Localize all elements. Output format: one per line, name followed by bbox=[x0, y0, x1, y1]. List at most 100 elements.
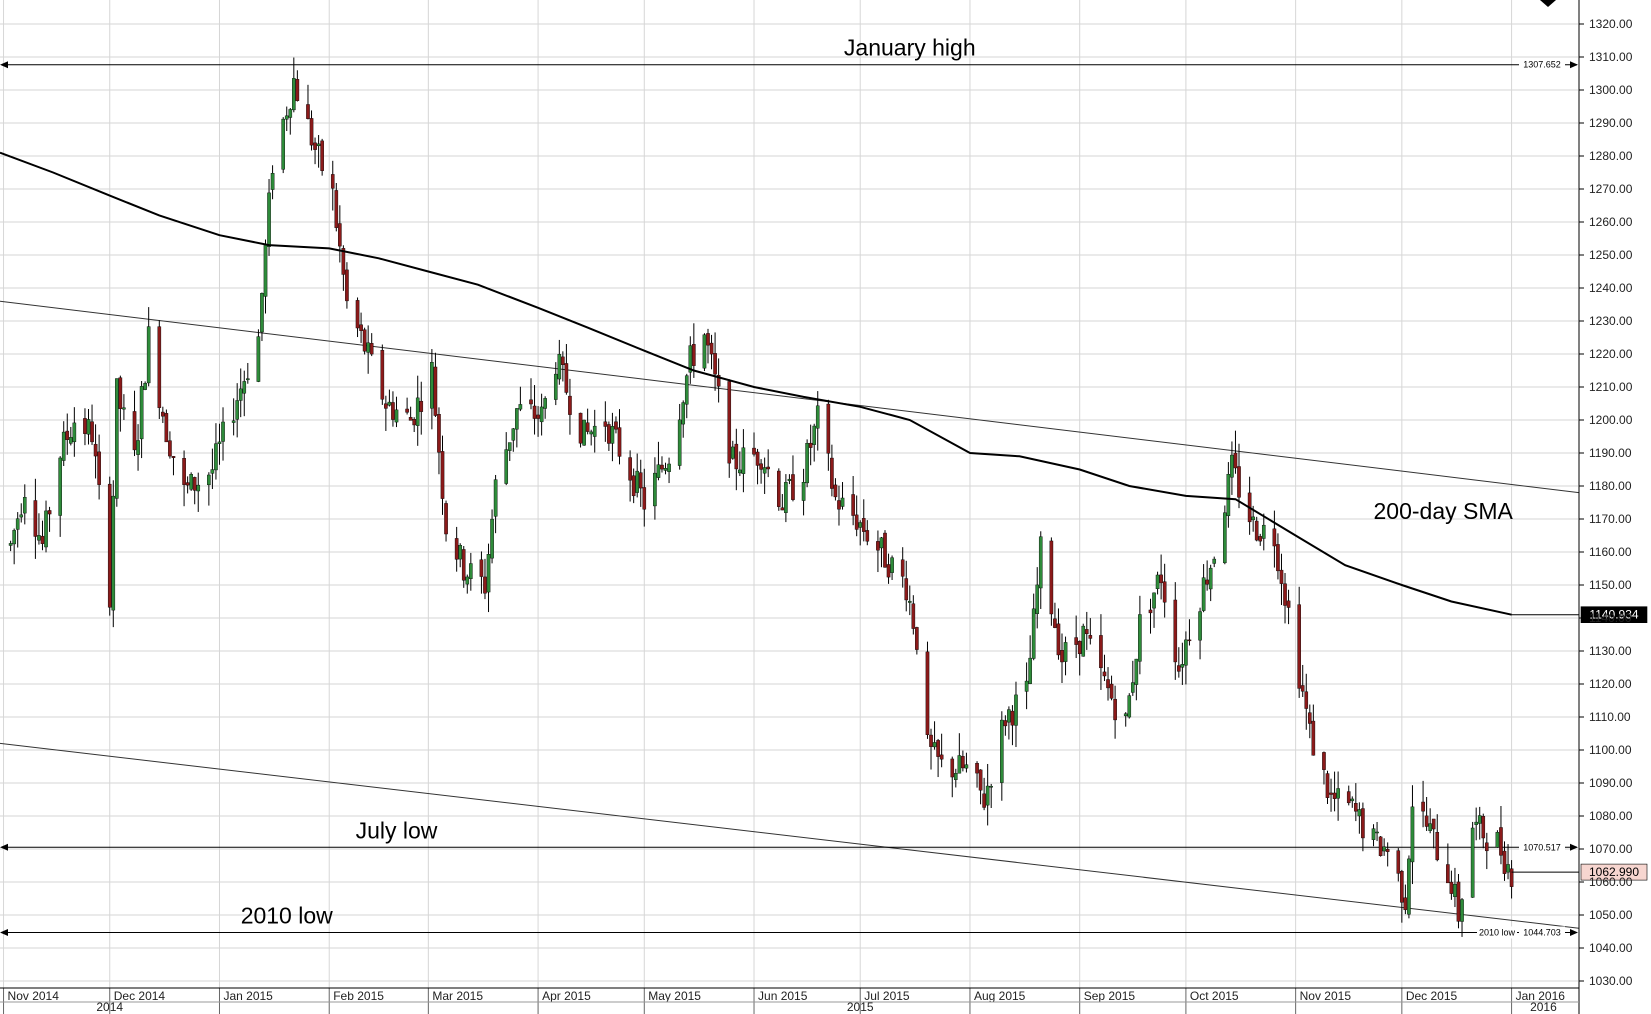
candle-body-up bbox=[1155, 574, 1160, 590]
candle-body-up bbox=[12, 530, 16, 545]
x-month-label: Nov 2014 bbox=[8, 989, 60, 1003]
candle bbox=[713, 332, 717, 391]
candle-body-down bbox=[660, 464, 664, 470]
candle bbox=[762, 457, 767, 494]
candle-body-down bbox=[791, 474, 795, 500]
candle bbox=[210, 448, 215, 490]
candle bbox=[281, 117, 286, 174]
candle bbox=[1180, 642, 1185, 685]
candle-body-down bbox=[90, 421, 94, 443]
candle-body-down bbox=[1307, 712, 1312, 724]
candle bbox=[982, 777, 986, 811]
candle bbox=[1254, 516, 1259, 542]
candle-body-down bbox=[369, 343, 374, 355]
candle bbox=[692, 323, 696, 378]
candle bbox=[164, 409, 169, 443]
candle-body-up bbox=[964, 764, 969, 769]
x-month-label: Apr 2015 bbox=[542, 989, 591, 1003]
candle bbox=[961, 750, 965, 772]
candle-body-down bbox=[982, 793, 986, 808]
candle-body-down bbox=[40, 535, 45, 544]
candle bbox=[1307, 704, 1312, 739]
candle bbox=[221, 407, 225, 461]
candle bbox=[883, 530, 887, 568]
candle-body-up bbox=[316, 143, 321, 147]
candle bbox=[454, 526, 459, 572]
sma-price-tag bbox=[1580, 606, 1648, 624]
candle bbox=[161, 406, 165, 424]
candle-body-up bbox=[221, 421, 225, 442]
candle bbox=[1077, 640, 1082, 676]
y-tick-label: 1230.00 bbox=[1589, 314, 1633, 328]
candle bbox=[1336, 771, 1340, 821]
candle-body-up bbox=[507, 442, 512, 451]
candle bbox=[638, 459, 643, 507]
candle-body-up bbox=[653, 472, 657, 507]
candle-body-up bbox=[1382, 846, 1386, 852]
candle-body-down bbox=[408, 417, 413, 421]
candle-body-up bbox=[907, 600, 912, 603]
candle-body-down bbox=[320, 140, 324, 171]
candle bbox=[493, 474, 498, 534]
candle-body-down bbox=[334, 190, 339, 228]
y-tick-label: 1280.00 bbox=[1589, 149, 1633, 163]
candle bbox=[730, 440, 735, 460]
y-tick-label: 1100.00 bbox=[1589, 743, 1632, 757]
candle bbox=[607, 421, 611, 451]
candle bbox=[1272, 510, 1277, 568]
candle-body-down bbox=[865, 530, 870, 542]
candle-body-up bbox=[493, 479, 498, 517]
candle bbox=[1453, 867, 1457, 908]
x-month-label: Aug 2015 bbox=[974, 989, 1026, 1003]
candle bbox=[1382, 838, 1386, 856]
candle bbox=[1081, 623, 1086, 657]
candle-body-up bbox=[858, 522, 863, 528]
candle-body-down bbox=[886, 564, 891, 578]
candle bbox=[461, 546, 466, 588]
candle-body-up bbox=[1081, 625, 1086, 657]
candle-body-down bbox=[97, 451, 101, 485]
candle bbox=[22, 484, 27, 525]
candle bbox=[12, 528, 16, 565]
level-value-label: 1307.652 bbox=[1523, 60, 1561, 70]
candle bbox=[766, 449, 770, 478]
collapse-arrow-icon[interactable] bbox=[1540, 0, 1556, 7]
candle bbox=[295, 70, 300, 102]
candle bbox=[840, 482, 845, 510]
candle-body-up bbox=[238, 388, 243, 401]
candle bbox=[132, 390, 137, 457]
candle bbox=[1130, 660, 1135, 696]
candle-body-up bbox=[1453, 884, 1457, 897]
candle-body-up bbox=[635, 470, 639, 493]
candle bbox=[1155, 571, 1160, 595]
candle bbox=[1407, 855, 1411, 919]
candle-body-down bbox=[1311, 720, 1316, 756]
candle bbox=[532, 385, 537, 435]
candle bbox=[1495, 830, 1500, 848]
candle-body-down bbox=[713, 353, 717, 375]
candle bbox=[256, 329, 261, 383]
candle-body-down bbox=[330, 174, 335, 189]
sma-price-tag-label: 1140.934 bbox=[1589, 608, 1638, 622]
candle-body-down bbox=[309, 118, 314, 146]
candle-body-down bbox=[1187, 639, 1192, 642]
candle bbox=[592, 409, 597, 453]
candle bbox=[865, 520, 870, 546]
x-month-label: Mar 2015 bbox=[432, 989, 483, 1003]
candle-body-down bbox=[975, 763, 979, 774]
candle bbox=[578, 412, 583, 448]
candle-body-down bbox=[1060, 650, 1064, 663]
candle-body-up bbox=[394, 409, 399, 423]
candle-body-down bbox=[766, 466, 770, 470]
candle bbox=[518, 386, 523, 412]
candle-body-up bbox=[539, 406, 544, 423]
candle bbox=[631, 468, 636, 504]
candle-body-down bbox=[614, 421, 618, 430]
candle-body-up bbox=[37, 535, 41, 541]
candle bbox=[950, 756, 955, 798]
candle bbox=[465, 574, 470, 594]
candle-body-up bbox=[22, 497, 27, 514]
candle-body-down bbox=[883, 532, 887, 568]
candle-body-down bbox=[1354, 803, 1358, 812]
candle-body-down bbox=[925, 651, 930, 736]
